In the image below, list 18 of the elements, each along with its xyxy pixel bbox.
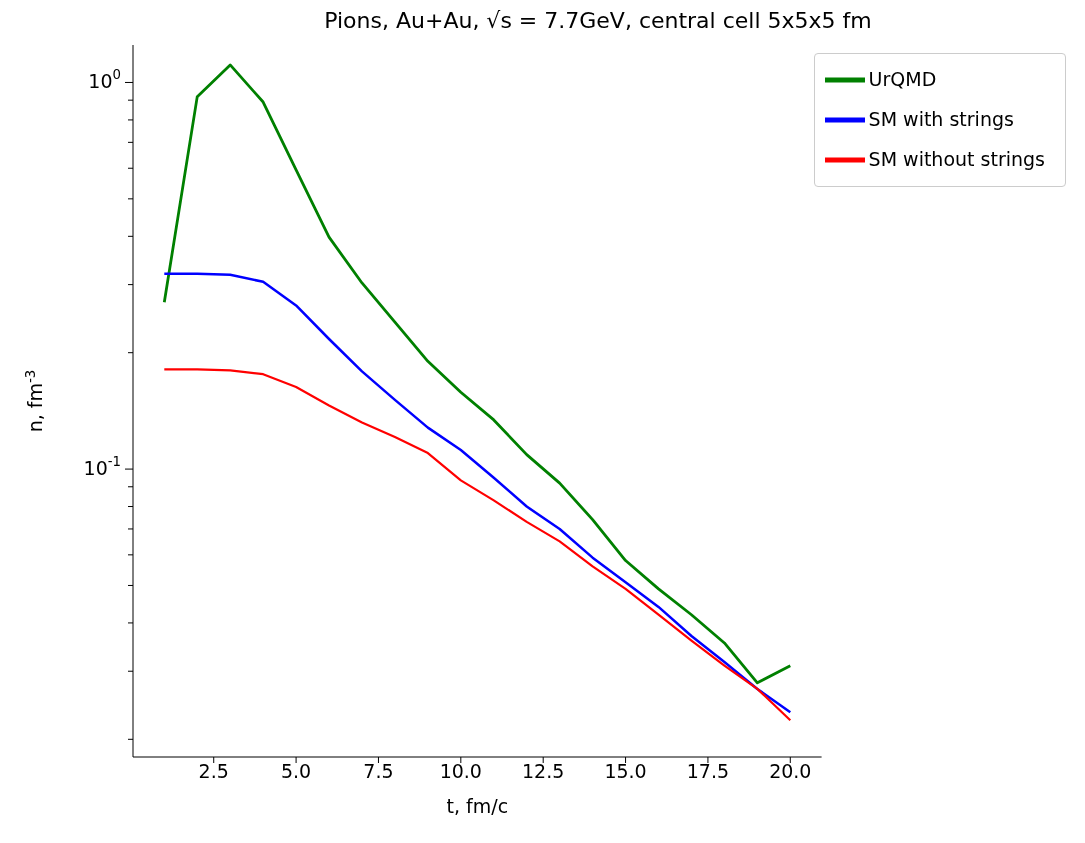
x-tick-label: 10.0 xyxy=(439,760,482,783)
legend-label: SM without strings xyxy=(868,147,1045,170)
line-series xyxy=(162,63,792,685)
x-tick-label: 15.0 xyxy=(604,760,647,783)
x-tick-label: 5.0 xyxy=(280,760,312,783)
line-series xyxy=(163,368,792,722)
y-tick-label: 10$^{-1}$ xyxy=(83,453,121,479)
x-tick-label: 20.0 xyxy=(769,760,812,783)
x-tick-label: 17.5 xyxy=(686,760,730,783)
legend-label: UrQMD xyxy=(868,67,937,90)
x-tick-label: 12.5 xyxy=(522,760,565,783)
chart-title: Pions, Au+Au, √s = 7.7GeV, central cell 5x5x5 fm xyxy=(323,8,873,33)
x-tick-label: 7.5 xyxy=(363,760,394,783)
line-series xyxy=(163,272,792,714)
x-tick-label: 2.5 xyxy=(198,760,229,783)
y-tick-label: 10$^{0}$ xyxy=(88,66,121,92)
x-axis-title: t, fm/c xyxy=(446,795,509,817)
legend-label: SM with strings xyxy=(868,107,1014,130)
